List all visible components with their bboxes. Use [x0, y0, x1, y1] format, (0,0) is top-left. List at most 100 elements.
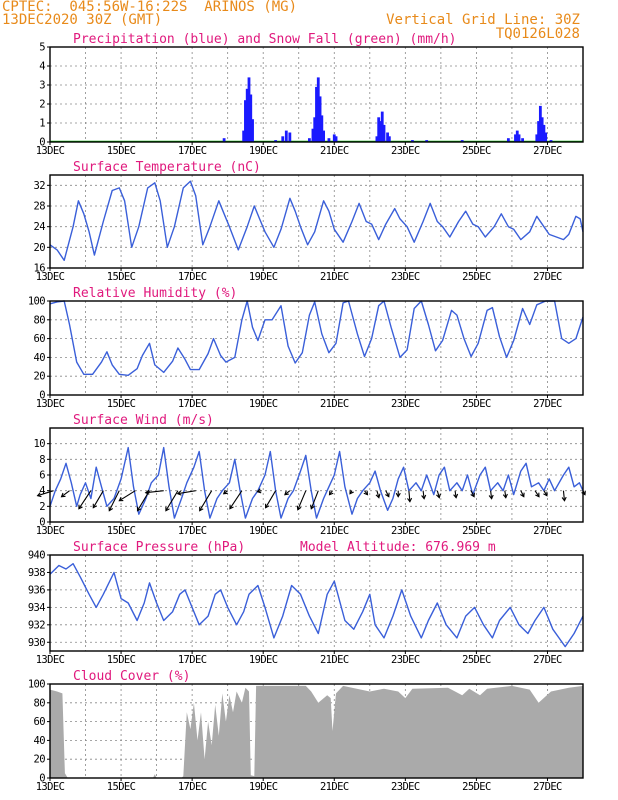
wind-arrowhead	[543, 491, 548, 497]
x-tick-label: 13DEC	[36, 145, 65, 157]
x-tick-label: 23DEC	[391, 525, 420, 537]
x-tick-label: 21DEC	[320, 525, 349, 537]
wind-arrow	[265, 490, 277, 508]
x-tick-label: 17DEC	[178, 145, 207, 157]
wind-arrow	[470, 490, 475, 497]
wind-arrowhead	[92, 503, 98, 509]
wind-arrow	[165, 490, 179, 511]
wind-arrow	[177, 490, 196, 495]
wind-arrowhead	[144, 489, 150, 495]
wind-arrowhead	[222, 489, 228, 495]
wind-line	[49, 446, 584, 519]
wind-arrow	[118, 490, 136, 502]
x-tick-label: 25DEC	[462, 398, 491, 410]
precipitation-bar	[521, 138, 524, 142]
wind-arrow	[145, 490, 164, 494]
wind-arrow	[297, 490, 307, 510]
precipitation-bar	[517, 134, 521, 142]
x-tick-label: 19DEC	[249, 781, 278, 793]
y-tick-label: 10	[34, 438, 46, 450]
x-tick-label: 19DEC	[249, 654, 278, 666]
x-tick-label: 17DEC	[178, 398, 207, 410]
y-tick-label: 60	[34, 716, 46, 728]
y-tick-label: 40	[34, 352, 46, 364]
wind-arrow	[454, 490, 457, 498]
wind-arrowhead	[436, 493, 441, 499]
precipitation-bar	[284, 130, 288, 142]
wind-arrowhead	[108, 506, 113, 512]
precipitation-panel: 0 1 2 3 4 5 13DEC 15DEC 17DEC 19DEC 21DEC 23DEC 25DE…	[36, 32, 584, 157]
precipitation-bar	[274, 140, 278, 142]
precipitation-bar	[375, 136, 379, 142]
wind-arrowhead	[284, 490, 289, 496]
x-tick-label: 15DEC	[107, 654, 136, 666]
wind-arrow	[490, 490, 493, 499]
x-tick-label: 23DEC	[391, 145, 420, 157]
precipitation-bar	[540, 117, 544, 142]
wind-arrowhead	[470, 492, 475, 498]
precipitation-bar	[425, 140, 429, 142]
wind-arrow	[562, 490, 566, 501]
header-model-id: TQ0126L028	[495, 26, 580, 42]
x-tick-label: 13DEC	[36, 781, 65, 793]
x-tick-label: 15DEC	[107, 781, 136, 793]
humidity-panel: 0 20 40 60 80 100 13DEC 15DEC 17DEC 19DEC 21DEC 23D…	[28, 286, 584, 410]
y-tick-label: 8	[39, 454, 45, 466]
y-tick-label: 20	[34, 754, 46, 766]
wind-arrowhead	[385, 492, 390, 498]
precipitation-bar	[320, 115, 324, 142]
x-tick-label: 17DEC	[178, 271, 207, 283]
pressure-title: Surface Pressure (hPa)	[73, 540, 245, 555]
precipitation-bar	[506, 138, 510, 142]
x-tick-label: 21DEC	[320, 145, 349, 157]
y-tick-label: 60	[34, 333, 46, 345]
wind-arrowhead	[561, 496, 567, 502]
x-tick-label: 25DEC	[462, 145, 491, 157]
x-tick-label: 13DEC	[36, 398, 65, 410]
wind-arrowhead	[363, 490, 369, 496]
y-tick-label: 0	[39, 517, 45, 529]
x-tick-label: 13DEC	[36, 525, 65, 537]
x-tick-label: 17DEC	[178, 525, 207, 537]
precipitation-bar	[377, 117, 381, 142]
wind-arrowhead	[502, 493, 508, 499]
header-grid-line-note: Vertical Grid Line: 30Z	[386, 12, 580, 28]
precipitation-bar	[538, 105, 542, 142]
wind-arrow	[376, 490, 380, 498]
y-tick-label: 4	[39, 61, 45, 73]
y-tick-label: 4	[39, 485, 45, 497]
precipitation-bar	[411, 140, 414, 142]
humidity-title: Relative Humidity (%)	[73, 286, 237, 301]
x-tick-label: 27DEC	[533, 398, 562, 410]
precipitation-bar	[245, 88, 249, 142]
precipitation-bar	[242, 130, 246, 142]
wind-arrow	[78, 490, 92, 509]
x-tick-label: 23DEC	[391, 398, 420, 410]
precipitation-bar	[327, 138, 331, 142]
wind-arrow	[37, 490, 54, 497]
precipitation-bar	[322, 130, 326, 142]
precipitation-bar	[544, 132, 548, 142]
temperature-panel: 16 20 24 28 32 13DEC 15DEC 17DEC 19DEC 21DEC 23DEC…	[34, 160, 584, 283]
wind-arrowhead	[136, 506, 142, 512]
y-tick-label: 936	[28, 584, 45, 596]
wind-arrowhead	[176, 490, 182, 496]
wind-arrowhead	[118, 496, 124, 502]
wind-arrow	[422, 490, 425, 499]
x-tick-label: 25DEC	[462, 271, 491, 283]
wind-arrowhead	[256, 488, 262, 494]
x-tick-label: 13DEC	[36, 654, 65, 666]
wind-arrowhead	[375, 493, 381, 499]
x-tick-label: 15DEC	[107, 398, 136, 410]
x-tick-label: 27DEC	[533, 654, 562, 666]
wind-arrow	[504, 490, 507, 498]
wind-arrowhead	[60, 492, 66, 498]
temperature-line	[49, 180, 584, 261]
wind-arrow	[61, 490, 70, 498]
precipitation-bar	[387, 136, 391, 142]
y-tick-label: 930	[28, 637, 45, 649]
precipitation-bar	[311, 128, 315, 142]
wind-arrowhead	[296, 505, 302, 511]
precipitation-bar	[537, 121, 540, 142]
precipitation-bar	[313, 117, 317, 142]
